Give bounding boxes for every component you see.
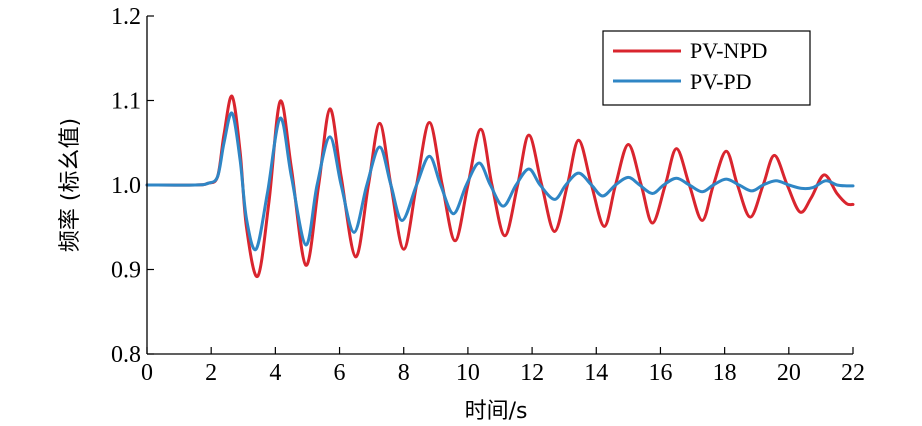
x-tick-label: 22	[841, 360, 865, 386]
y-tick-label: 1.0	[111, 173, 141, 199]
y-axis-label: 频率 (标幺值)	[58, 118, 83, 252]
x-tick-label: 0	[141, 360, 153, 386]
x-tick-label: 8	[398, 360, 410, 386]
x-tick-label: 4	[269, 360, 281, 386]
legend: PV-NPD PV-PD	[602, 30, 811, 106]
y-tick-label: 0.8	[111, 342, 141, 368]
series-line-pv-pd	[145, 111, 855, 252]
series-layer	[145, 94, 855, 278]
y-tick-label: 0.9	[111, 258, 141, 284]
x-axis-label: 时间/s	[465, 399, 528, 424]
x-tick-label: 16	[648, 360, 672, 386]
tick-layer: 0 2 4 6 8 10 12 14 16 18 20 22 0.8 0.9 1.0 1.1 1.2	[111, 4, 865, 386]
legend-box	[602, 30, 811, 106]
x-tick-label: 20	[777, 360, 801, 386]
legend-label-pv-pd: PV-PD	[690, 69, 752, 94]
y-tick-label: 1.1	[111, 89, 141, 115]
legend-label-pv-npd: PV-NPD	[690, 38, 767, 63]
x-tick-label: 6	[334, 360, 346, 386]
x-tick-label: 12	[520, 360, 544, 386]
y-tick-label: 1.2	[111, 4, 141, 30]
x-tick-label: 10	[456, 360, 480, 386]
x-tick-label: 14	[584, 360, 608, 386]
x-tick-label: 2	[205, 360, 217, 386]
x-tick-label: 18	[713, 360, 737, 386]
